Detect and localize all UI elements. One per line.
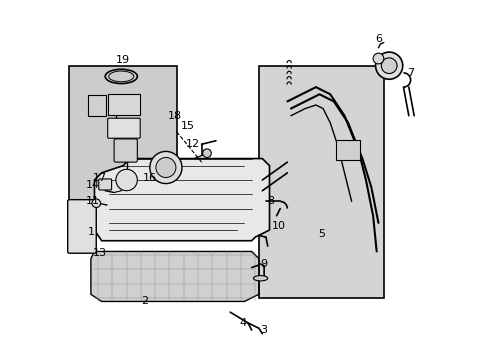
Text: 16: 16 [142, 173, 157, 183]
Circle shape [92, 199, 101, 207]
Text: 1: 1 [87, 227, 94, 237]
Text: 10: 10 [271, 221, 285, 231]
FancyBboxPatch shape [108, 94, 140, 114]
FancyBboxPatch shape [67, 200, 96, 253]
Text: 7: 7 [406, 68, 413, 78]
FancyBboxPatch shape [107, 118, 140, 138]
Text: 4: 4 [239, 318, 246, 328]
Circle shape [203, 149, 211, 157]
FancyBboxPatch shape [69, 66, 176, 223]
Text: 14: 14 [85, 180, 100, 190]
Text: 18: 18 [167, 111, 182, 121]
FancyBboxPatch shape [336, 140, 359, 159]
FancyBboxPatch shape [258, 66, 383, 298]
Ellipse shape [253, 275, 267, 281]
Text: 9: 9 [260, 259, 267, 269]
Circle shape [372, 53, 383, 64]
Text: 19: 19 [116, 55, 130, 65]
FancyBboxPatch shape [114, 139, 137, 162]
Polygon shape [94, 158, 269, 241]
Text: 17: 17 [93, 173, 107, 183]
Text: 12: 12 [185, 139, 200, 149]
Circle shape [156, 157, 176, 177]
Text: 2: 2 [141, 296, 148, 306]
Text: 15: 15 [180, 121, 194, 131]
Circle shape [116, 169, 137, 191]
FancyBboxPatch shape [88, 95, 106, 116]
Text: 3: 3 [260, 325, 267, 335]
Text: 5: 5 [317, 229, 324, 239]
FancyBboxPatch shape [99, 179, 111, 190]
Circle shape [149, 152, 182, 184]
Circle shape [381, 58, 396, 73]
Text: 6: 6 [374, 34, 381, 44]
Polygon shape [91, 251, 258, 301]
Text: 11: 11 [85, 197, 100, 206]
Text: 13: 13 [93, 248, 106, 258]
Circle shape [375, 52, 402, 79]
Text: 8: 8 [267, 197, 274, 206]
